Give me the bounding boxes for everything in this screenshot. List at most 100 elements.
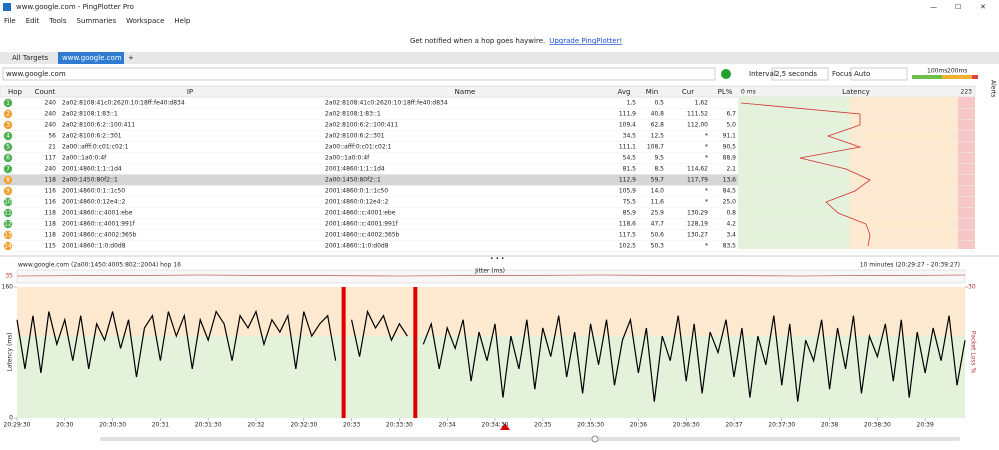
cell: * xyxy=(705,243,708,250)
upgrade-link[interactable]: Upgrade PingPlotter! xyxy=(549,37,622,45)
jitter-line xyxy=(16,274,966,277)
cell: 2001:4860::c:4002:365b xyxy=(325,232,400,239)
splitter-handle[interactable]: • • • xyxy=(490,256,504,263)
hop-number: 2 xyxy=(6,111,10,118)
scale-green xyxy=(912,75,942,79)
banner-text: Get notified when a hop goes haywire. xyxy=(410,37,545,45)
cell: 11,6 xyxy=(651,199,665,206)
cell: 2001:4860::c:4001:991f xyxy=(62,221,136,228)
graph-zone-green xyxy=(17,336,965,418)
focus-select[interactable] xyxy=(850,67,908,81)
banner xyxy=(0,28,999,52)
latency-line xyxy=(351,309,408,357)
column-header[interactable]: IP xyxy=(187,88,193,96)
x-tick-label: 20:33:30 xyxy=(386,422,413,429)
tab-label[interactable]: All Targets xyxy=(12,54,49,62)
column-header[interactable]: Cur xyxy=(682,88,694,96)
cell: 102,5 xyxy=(619,243,636,250)
target-input[interactable] xyxy=(2,67,716,81)
start-button[interactable] xyxy=(721,69,731,79)
cell: 2001:4860:0:12e4::2 xyxy=(62,199,126,206)
cell: 59,7 xyxy=(651,177,665,184)
cell: 118,6 xyxy=(619,221,636,228)
cell: 2001:4860::c:4001:ebe xyxy=(325,210,396,217)
menu-item[interactable]: Summaries xyxy=(77,17,117,25)
cell: 9,5 xyxy=(654,155,664,162)
hop-number: 14 xyxy=(4,243,12,250)
menu-item[interactable]: Edit xyxy=(26,17,40,25)
new-tab-button[interactable]: + xyxy=(128,54,134,62)
hop-status xyxy=(3,153,13,163)
hop-status xyxy=(3,186,13,196)
cell: 2a00:1450:80f2::1 xyxy=(325,177,381,184)
menu-item[interactable]: File xyxy=(4,17,16,25)
hop-status xyxy=(3,164,13,174)
close-button[interactable]: ✕ xyxy=(980,3,986,11)
cell: 91,1 xyxy=(723,133,737,140)
y-tick-label: 0 xyxy=(9,415,13,422)
focus-value: Auto xyxy=(854,70,870,78)
hop-status xyxy=(3,197,13,207)
latency-trace xyxy=(740,102,871,247)
column-header[interactable]: PL% xyxy=(718,88,733,96)
cell: 81,5 xyxy=(623,166,637,173)
menu-item[interactable]: Tools xyxy=(48,17,67,25)
interval-select[interactable] xyxy=(771,67,829,81)
packet-loss-bar xyxy=(413,287,418,418)
cell: 111,9 xyxy=(619,111,636,118)
hop-number: 11 xyxy=(4,210,12,217)
cell: 88,9 xyxy=(723,155,737,162)
scroll-thumb[interactable] xyxy=(591,435,599,443)
minimize-button[interactable]: — xyxy=(930,3,937,11)
x-tick-label: 20:34:30 xyxy=(482,422,509,429)
cell: 105,9 xyxy=(619,188,636,195)
jitter-strip xyxy=(16,269,966,284)
column-header[interactable]: Latency xyxy=(842,88,870,96)
cell: 0,5 xyxy=(654,100,664,107)
cell: 12,5 xyxy=(651,133,665,140)
alerts-tab[interactable]: Alerts xyxy=(990,80,997,97)
menu-item[interactable]: Workspace xyxy=(126,17,164,25)
column-header[interactable]: Name xyxy=(455,88,476,96)
cell: * xyxy=(705,133,708,140)
cell: 240 xyxy=(45,166,57,173)
cell: 109,4 xyxy=(619,122,636,129)
y2-axis-label: Packet Loss % xyxy=(970,331,977,374)
menu-item[interactable]: Help xyxy=(174,17,191,25)
x-tick-label: 20:31:30 xyxy=(195,422,222,429)
x-tick-label: 20:30 xyxy=(56,422,73,429)
hop-number: 7 xyxy=(6,166,10,173)
time-scrollbar[interactable] xyxy=(100,437,960,441)
cell: 40,8 xyxy=(651,111,665,118)
cell: 2a02:8100:6:2::100:411 xyxy=(325,122,398,129)
cell: 4,2 xyxy=(726,221,736,228)
hop-status xyxy=(3,219,13,229)
time-marker[interactable] xyxy=(500,423,510,430)
latency-zone-red xyxy=(958,97,975,249)
column-header[interactable]: Avg xyxy=(618,88,631,96)
table-header xyxy=(0,85,976,98)
cell: 83,5 xyxy=(723,243,737,250)
cell: 1,62 xyxy=(695,100,709,107)
cell: 8,5 xyxy=(654,166,664,173)
cell: 2001:4860:0:1::1c50 xyxy=(325,188,388,195)
cell: 2001:4860::1:0:d0d8 xyxy=(62,243,126,250)
cell: 2a02:8108:1:83::1 xyxy=(62,111,118,118)
cell: 117,5 xyxy=(619,232,636,239)
cell: 240 xyxy=(45,122,57,129)
x-tick-label: 20:35 xyxy=(534,422,551,429)
hop-status xyxy=(3,98,13,108)
hop-status xyxy=(3,120,13,130)
hop-number: 12 xyxy=(4,221,12,228)
column-header[interactable]: Hop xyxy=(8,88,23,96)
column-header[interactable]: Min xyxy=(646,88,658,96)
active-tab[interactable] xyxy=(58,52,124,64)
graph-title: www.google.com (2a00:1450:4005:802::2004… xyxy=(18,262,181,269)
cell: 111,52 xyxy=(687,111,708,118)
latency-zone-orange xyxy=(850,97,958,249)
maximize-button[interactable]: ☐ xyxy=(955,3,961,11)
tab-label[interactable]: www.google.com xyxy=(62,54,122,62)
column-header[interactable]: Count xyxy=(35,88,56,96)
x-tick-label: 20:36:30 xyxy=(673,422,700,429)
hop-status xyxy=(3,241,13,251)
